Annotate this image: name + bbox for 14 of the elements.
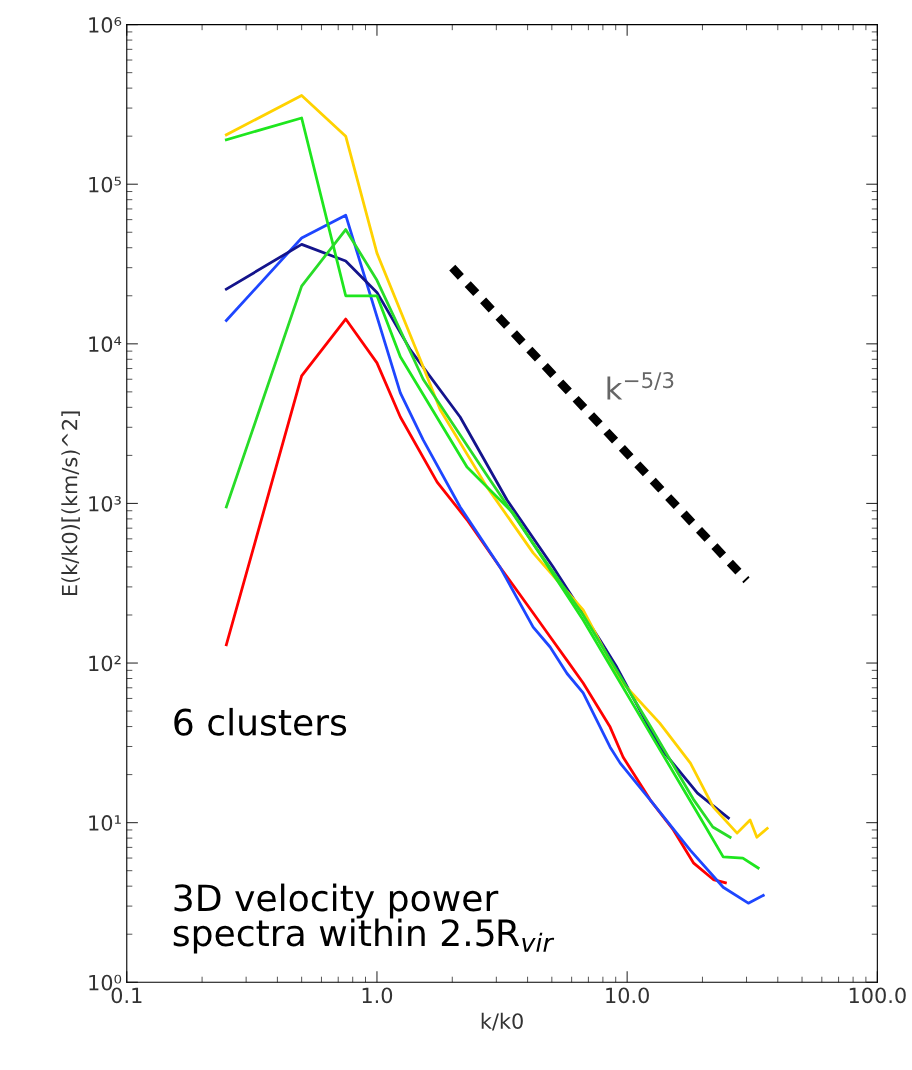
x-tick-label: 10.0 [606,987,649,1004]
annotation: 6 clusters [174,707,347,736]
y-tick-label: 10¹ [89,815,121,831]
y-tick-label: 10⁶ [89,17,122,33]
annotation: 3D velocity power spectra within 2.5R$_{vir}$ [173,883,555,954]
y-tick-label: 10² [89,655,121,672]
y-axis-title: E(k/k0)[(km/s)^2] [61,411,80,596]
x-tick-label: 1.0 [362,987,393,1004]
y-tick-label: 10³ [89,495,121,512]
x-tick-label: 100.0 [849,987,906,1004]
y-tick-label: 10⁴ [89,336,122,353]
x-axis-title: k/k0 [481,1012,523,1031]
series-label: k$^{−5/3}$ [607,372,674,400]
y-tick-label: 10⁵ [89,176,121,193]
